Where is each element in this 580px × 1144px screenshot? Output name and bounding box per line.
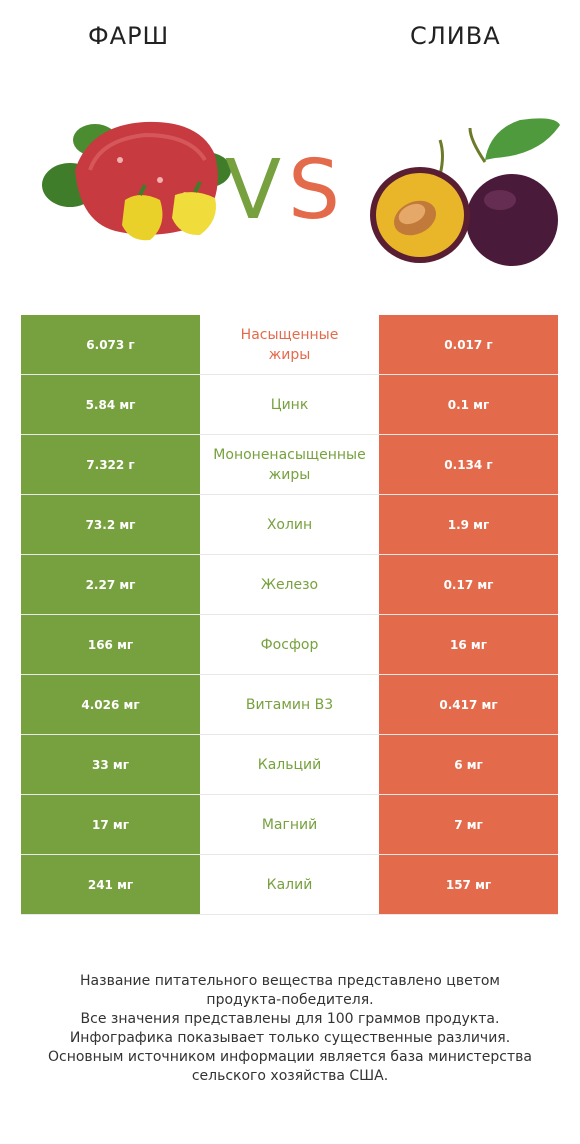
right-value: 0.134 г <box>379 434 558 495</box>
nutrient-label: Цинк <box>270 396 309 413</box>
nutrient-name: Холин <box>200 494 379 555</box>
nutrient-row: 33 мг Кальций 6 мг <box>21 734 558 795</box>
nutrient-row: 166 мг Фосфор 16 мг <box>21 614 558 675</box>
nutrient-name: Кальций <box>200 734 379 795</box>
left-value: 241 мг <box>21 854 200 915</box>
left-food-title: ФАРШ <box>88 22 170 50</box>
left-value: 17 мг <box>21 794 200 855</box>
right-food-title: СЛИВА <box>410 22 501 50</box>
nutrient-name: Мононенасыщенные жиры <box>200 434 379 495</box>
minced-meat-image <box>42 121 231 241</box>
footer-line: продукта-победителя. <box>206 992 374 1008</box>
footer-notes: Название питательного вещества представл… <box>0 972 580 1086</box>
right-value: 6 мг <box>379 734 558 795</box>
nutrient-name: Насыщенные жиры <box>200 314 379 375</box>
left-value: 7.322 г <box>21 434 200 495</box>
right-value: 7 мг <box>379 794 558 855</box>
footer-line: Название питательного вещества представл… <box>80 973 500 989</box>
nutrient-label: Мононенасыщенные жиры <box>213 446 366 483</box>
nutrient-label: Холин <box>266 516 313 533</box>
nutrient-row: 241 мг Калий 157 мг <box>21 854 558 915</box>
nutrient-label: Магний <box>261 816 318 833</box>
left-value: 73.2 мг <box>21 494 200 555</box>
nutrient-name: Калий <box>200 854 379 915</box>
footer-line: Инфографика показывает только существенн… <box>69 1030 511 1046</box>
right-value: 16 мг <box>379 614 558 675</box>
plum-image <box>370 118 560 266</box>
nutrient-row: 6.073 г Насыщенные жиры 0.017 г <box>21 314 558 375</box>
hero-illustration: V S <box>0 100 580 290</box>
left-value: 33 мг <box>21 734 200 795</box>
nutrient-comparison-table: 6.073 г Насыщенные жиры 0.017 г 5.84 мг Цинк… <box>21 314 558 915</box>
nutrient-label: Насыщенные жиры <box>240 326 339 363</box>
right-value: 0.417 мг <box>379 674 558 735</box>
nutrient-row: 17 мг Магний 7 мг <box>21 794 558 855</box>
right-value: 157 мг <box>379 854 558 915</box>
nutrient-row: 7.322 г Мононенасыщенные жиры 0.134 г <box>21 434 558 495</box>
footer-line: сельского хозяйства США. <box>191 1068 389 1084</box>
right-value: 0.17 мг <box>379 554 558 615</box>
vs-letter-v: V <box>225 143 281 238</box>
nutrient-row: 2.27 мг Железо 0.17 мг <box>21 554 558 615</box>
left-value: 166 мг <box>21 614 200 675</box>
right-value: 0.1 мг <box>379 374 558 435</box>
left-value: 2.27 мг <box>21 554 200 615</box>
nutrient-name: Фосфор <box>200 614 379 675</box>
nutrient-label: Фосфор <box>260 636 319 653</box>
nutrient-label: Кальций <box>257 756 322 773</box>
nutrient-row: 5.84 мг Цинк 0.1 мг <box>21 374 558 435</box>
footer-line: Основным источником информации является … <box>48 1049 532 1065</box>
nutrient-name: Магний <box>200 794 379 855</box>
left-value: 4.026 мг <box>21 674 200 735</box>
nutrient-label: Калий <box>266 876 313 893</box>
right-value: 0.017 г <box>379 314 558 375</box>
nutrient-label: Витамин B3 <box>245 696 334 713</box>
nutrient-name: Витамин B3 <box>200 674 379 735</box>
nutrient-row: 4.026 мг Витамин B3 0.417 мг <box>21 674 558 735</box>
nutrient-name: Цинк <box>200 374 379 435</box>
right-value: 1.9 мг <box>379 494 558 555</box>
footer-line: Все значения представлены для 100 граммо… <box>80 1011 500 1027</box>
left-value: 6.073 г <box>21 314 200 375</box>
nutrient-label: Железо <box>260 576 319 593</box>
nutrient-name: Железо <box>200 554 379 615</box>
left-value: 5.84 мг <box>21 374 200 435</box>
vs-letter-s: S <box>288 143 340 238</box>
nutrient-row: 73.2 мг Холин 1.9 мг <box>21 494 558 555</box>
